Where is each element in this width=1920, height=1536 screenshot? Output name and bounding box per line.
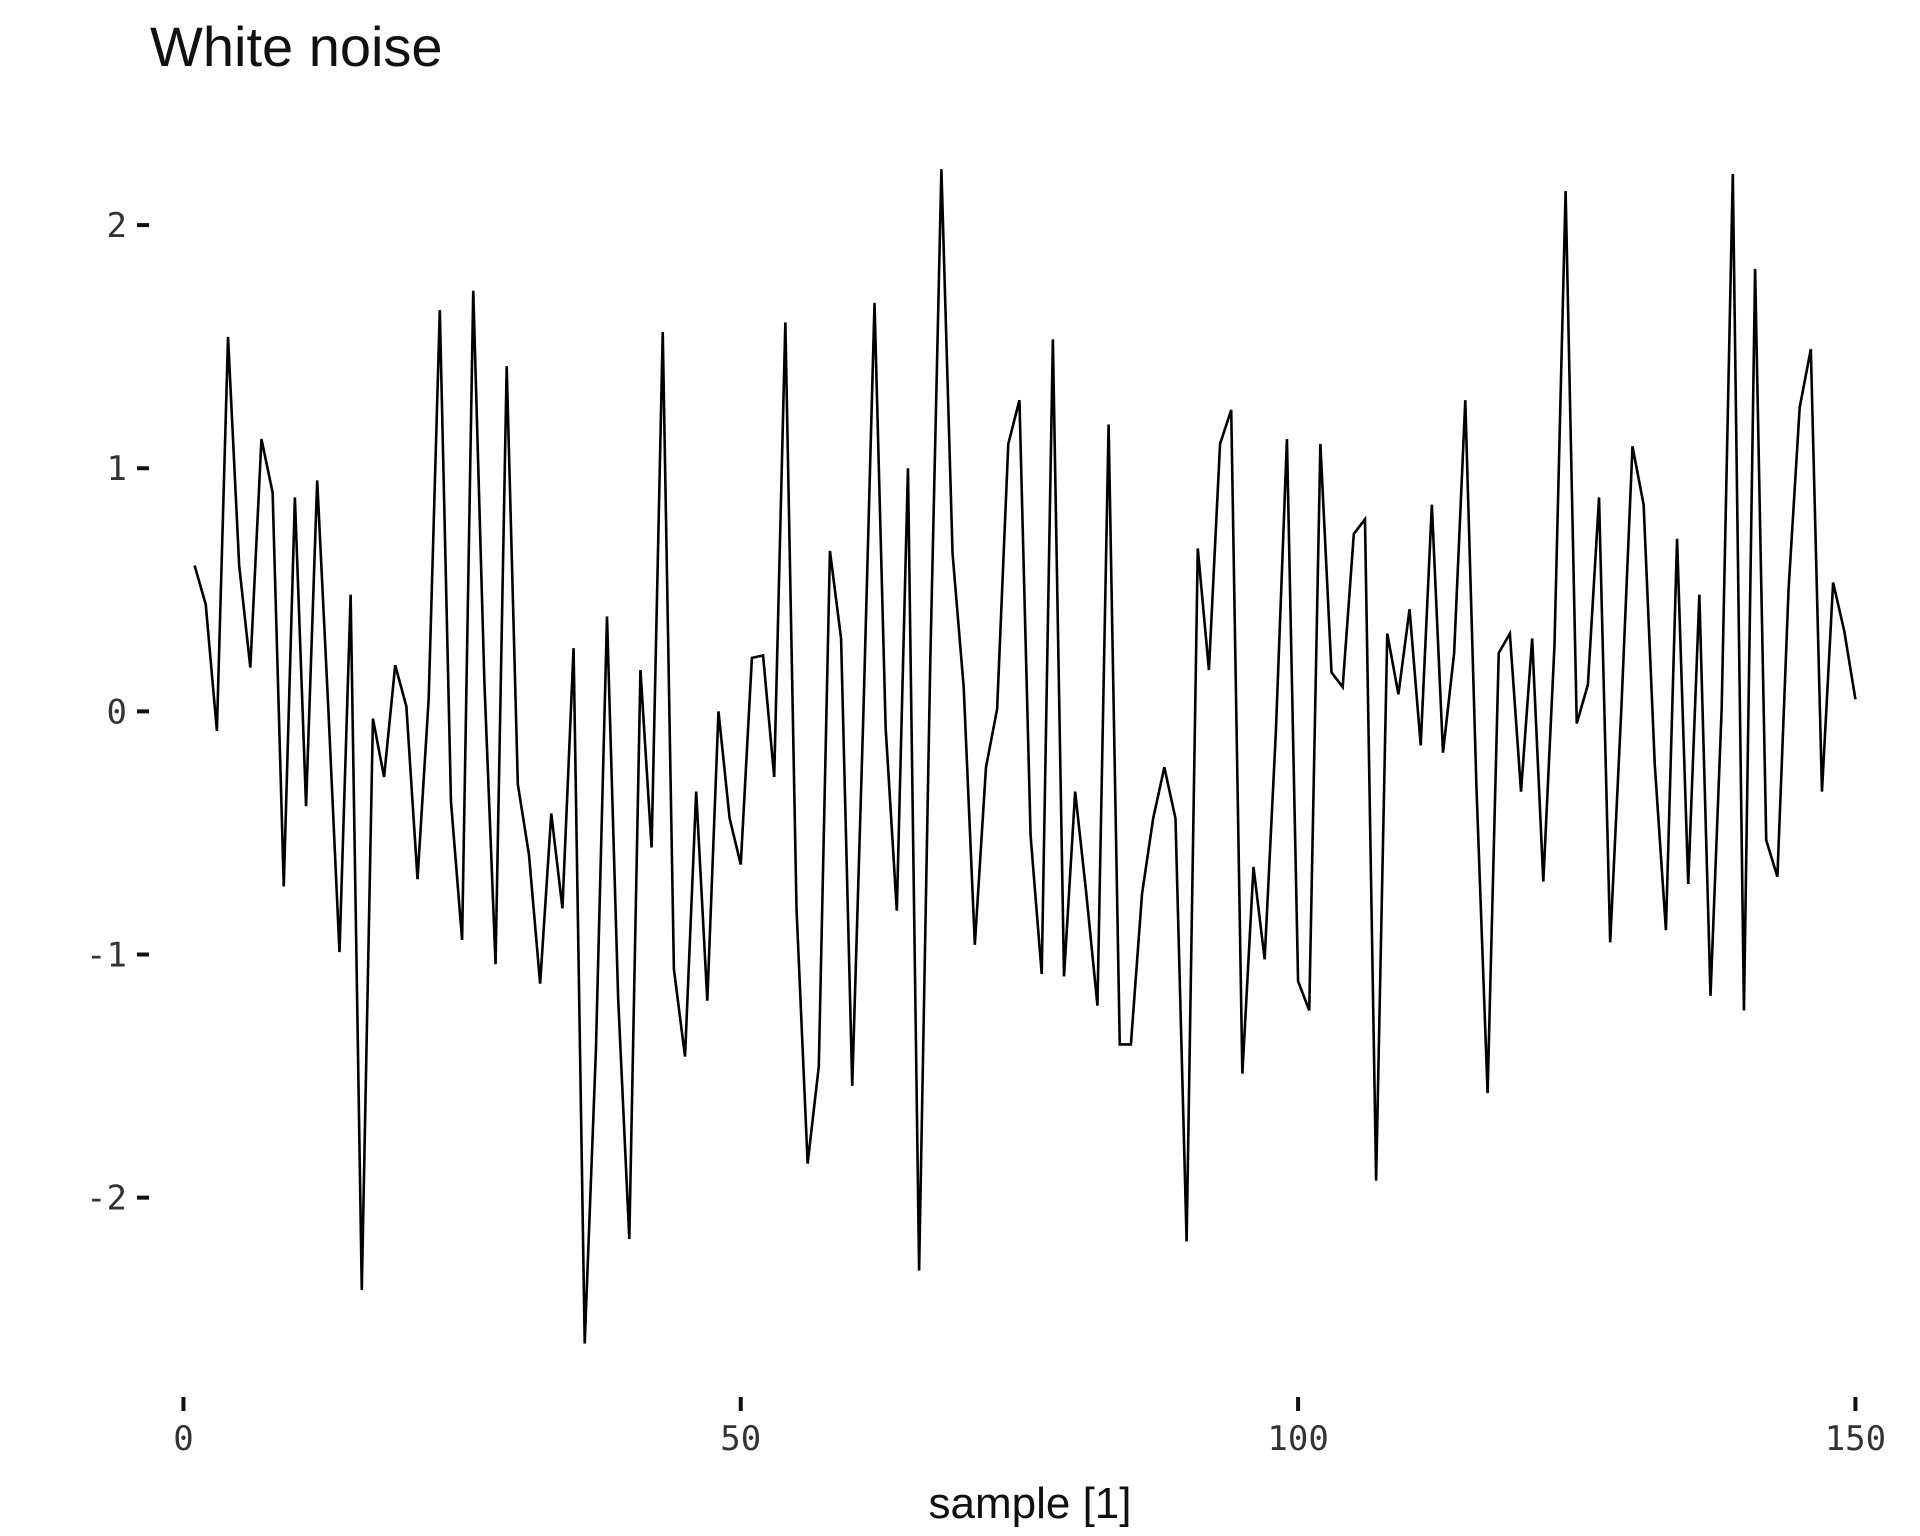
series-line bbox=[193, 169, 1857, 1344]
y-tick-label: -1 bbox=[86, 936, 127, 976]
x-tick-label: 150 bbox=[1825, 1419, 1886, 1459]
x-tick-label: 100 bbox=[1267, 1419, 1328, 1459]
x-tick-label: 50 bbox=[720, 1419, 761, 1459]
y-axis: -2 -1 0 1 2 bbox=[86, 206, 149, 1219]
y-tick-label: -2 bbox=[86, 1179, 127, 1219]
y-tick-label: 1 bbox=[107, 449, 127, 489]
chart-title: White noise bbox=[150, 15, 443, 78]
x-axis-title: sample [1] bbox=[929, 1479, 1132, 1528]
plot-series bbox=[193, 169, 1857, 1344]
y-tick-label: 2 bbox=[107, 206, 127, 246]
x-tick-label: 0 bbox=[173, 1419, 193, 1459]
y-tick-label: 0 bbox=[107, 692, 127, 732]
x-axis: 0 50 100 150 bbox=[173, 1397, 1886, 1459]
